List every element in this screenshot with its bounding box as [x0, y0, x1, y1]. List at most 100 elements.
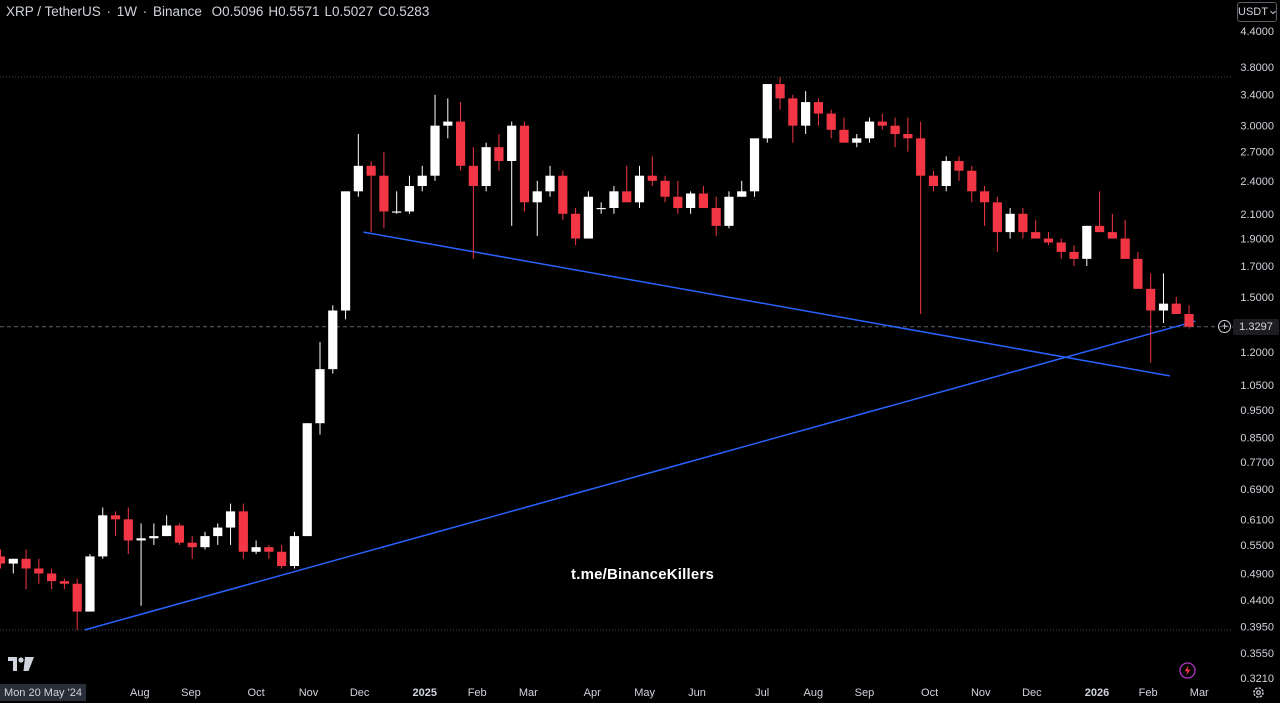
candle: [136, 523, 146, 606]
candle: [0, 549, 6, 569]
candle-body: [302, 423, 312, 537]
candle: [622, 165, 632, 203]
candle: [481, 142, 491, 192]
candle-body: [1094, 225, 1105, 233]
candle-body: [21, 558, 31, 569]
price-tick-label: 0.6100: [1240, 514, 1274, 526]
time-tick-label: Dec: [350, 687, 370, 699]
price-tick-label: 0.9500: [1240, 405, 1274, 417]
candle: [749, 138, 760, 197]
candle: [213, 523, 223, 545]
candle-body: [59, 581, 69, 584]
candle: [430, 94, 440, 181]
candle: [149, 523, 159, 545]
candle: [21, 549, 31, 590]
candle: [366, 161, 376, 233]
candle: [251, 540, 261, 555]
close-value: 0.5283: [388, 4, 430, 19]
candle: [85, 554, 95, 612]
candle-body: [967, 170, 977, 192]
candle: [737, 180, 747, 197]
ohlc-values: O0.5096 H0.5571 L0.5027 C0.5283: [212, 4, 435, 19]
candle: [1056, 238, 1066, 259]
candle-body: [1069, 251, 1079, 259]
candle-body: [1120, 238, 1130, 259]
candle: [609, 186, 619, 214]
candle-body: [123, 519, 133, 541]
candle-body: [1146, 288, 1156, 311]
candle-body: [532, 191, 542, 203]
trendlines[interactable]: [84, 231, 1196, 631]
candle: [698, 186, 708, 208]
price-tick-label: 2.7000: [1240, 147, 1274, 159]
candle: [634, 165, 645, 208]
candle-body: [443, 121, 453, 126]
candle-body: [110, 515, 121, 520]
time-tick-label: Sep: [181, 687, 201, 699]
candle-body: [634, 175, 645, 203]
time-axis[interactable]: Aug Sep Oct Nov Dec 2025 Feb Mar Apr May Jun Jul Aug…: [130, 687, 1209, 699]
candle: [1082, 225, 1092, 267]
plus-circle-icon[interactable]: +: [1218, 320, 1231, 333]
candle-body: [136, 538, 146, 541]
price-tick-label: 3.8000: [1240, 62, 1274, 74]
time-tick-label: 2026: [1085, 687, 1109, 699]
candle: [1069, 245, 1079, 267]
price-tick-label: 0.3210: [1240, 673, 1274, 685]
tradingview-logo[interactable]: [8, 657, 34, 671]
candle-body: [366, 165, 376, 176]
price-axis[interactable]: 4.4000 3.8000 3.4000 3.0000 2.7000 2.4000 2.10…: [1240, 26, 1274, 685]
candle: [1005, 207, 1015, 239]
candle: [967, 165, 977, 203]
candle-body: [775, 84, 785, 99]
candle: [443, 98, 453, 139]
candle: [1133, 251, 1143, 289]
candlesticks: [0, 77, 1194, 630]
candle-body: [8, 558, 18, 564]
candle: [174, 523, 185, 545]
candle-body: [749, 138, 760, 192]
candle-body: [992, 202, 1002, 233]
time-tick-label: Feb: [468, 687, 487, 699]
lightning-icon[interactable]: [1179, 662, 1196, 679]
candle: [468, 147, 478, 259]
candle: [98, 507, 108, 559]
candle: [583, 191, 593, 239]
symbol-name[interactable]: XRP / TetherUS: [6, 4, 101, 19]
candle-body: [826, 113, 836, 130]
candle: [954, 156, 964, 181]
candle: [877, 113, 887, 130]
price-tick-label: 2.1000: [1240, 209, 1274, 221]
candle-body: [711, 207, 721, 226]
time-tick-label: Mar: [519, 687, 538, 699]
candle-body: [903, 134, 913, 139]
candle-body: [979, 191, 990, 203]
candle-body: [686, 193, 696, 208]
candle: [34, 558, 44, 584]
open-label: O: [211, 4, 223, 19]
candle: [1158, 273, 1169, 323]
price-tick-label: 3.0000: [1240, 121, 1274, 133]
candle: [1043, 232, 1054, 246]
gear-icon[interactable]: [1252, 686, 1265, 699]
candle: [545, 165, 555, 197]
candle: [1031, 219, 1041, 239]
candle-body: [162, 525, 172, 537]
interval-label[interactable]: 1W: [116, 4, 138, 19]
close-label: C: [378, 4, 389, 19]
candle-body: [1184, 314, 1194, 327]
candle-body: [174, 525, 185, 543]
time-tick-label: Aug: [804, 687, 824, 699]
candle-body: [379, 175, 389, 212]
candle-body: [877, 121, 887, 126]
time-tick-label: Sep: [855, 687, 875, 699]
candle: [110, 511, 121, 537]
symbol-header: XRP / TetherUS · 1W · Binance O0.5096 H0.…: [6, 4, 434, 19]
candle: [455, 102, 466, 171]
price-tick-label: 1.2000: [1240, 347, 1274, 359]
currency-selector[interactable]: USDT: [1237, 2, 1277, 22]
candle-body: [916, 138, 926, 176]
candle: [277, 544, 287, 569]
candle-body: [1043, 238, 1054, 243]
